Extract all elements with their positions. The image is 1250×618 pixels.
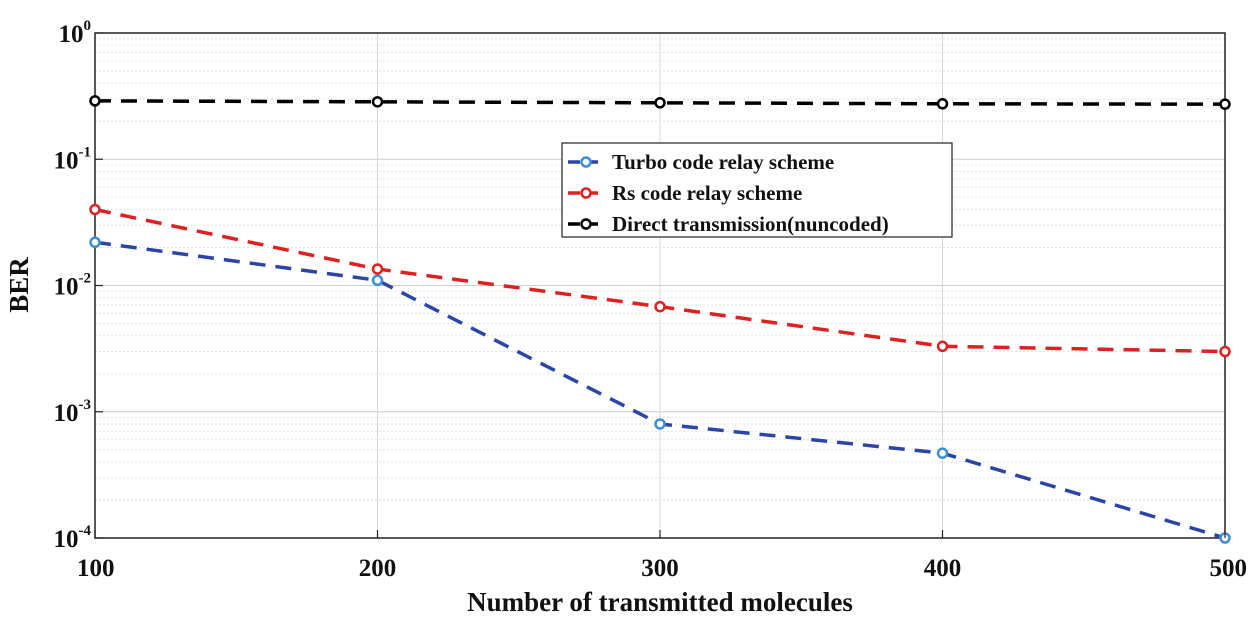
data-point	[936, 98, 949, 110]
legend-label: Turbo code relay scheme	[612, 150, 834, 174]
data-point	[89, 236, 101, 249]
x-tick-label: 500	[1210, 555, 1248, 582]
y-tick-label: 10-1	[54, 144, 92, 174]
y-tick-label: 10-2	[54, 271, 92, 301]
data-point	[654, 300, 666, 313]
x-tick-label: 300	[641, 555, 679, 582]
x-tick-label: 100	[77, 555, 115, 582]
legend-label: Rs code relay scheme	[612, 181, 802, 205]
data-point	[371, 274, 384, 287]
data-point	[89, 95, 101, 107]
data-point	[654, 97, 666, 109]
series-layer	[89, 95, 1231, 544]
legend-box	[561, 142, 953, 238]
data-point	[1219, 345, 1231, 358]
legend-label: Direct transmission(nuncoded)	[612, 212, 889, 236]
y-tick-label: 10-3	[54, 397, 92, 427]
series-line	[94, 99, 1226, 106]
y-tick-labels: 100 10-1 10-2 10-3 10-4	[54, 18, 103, 553]
legend: Turbo code relay scheme Rs code relay sch…	[561, 142, 953, 238]
data-point	[936, 447, 949, 459]
x-tick-label: 200	[359, 555, 397, 582]
legend-marker	[580, 218, 592, 230]
data-point	[371, 263, 384, 275]
x-tick-label: 400	[924, 555, 962, 582]
x-tick-labels: 100 200 300 400 500	[77, 530, 1247, 582]
data-point	[371, 96, 384, 108]
data-point	[654, 418, 666, 430]
data-point	[936, 340, 949, 353]
y-tick-label: 100	[59, 18, 92, 48]
y-tick-label: 10-4	[54, 523, 92, 553]
grid	[95, 33, 1225, 538]
y-axis-title: BER	[4, 257, 34, 313]
data-point	[1219, 98, 1231, 110]
x-axis-title: Number of transmitted molecules	[467, 587, 853, 617]
legend-marker	[580, 187, 592, 199]
data-point	[89, 203, 101, 216]
legend-marker	[580, 156, 592, 168]
